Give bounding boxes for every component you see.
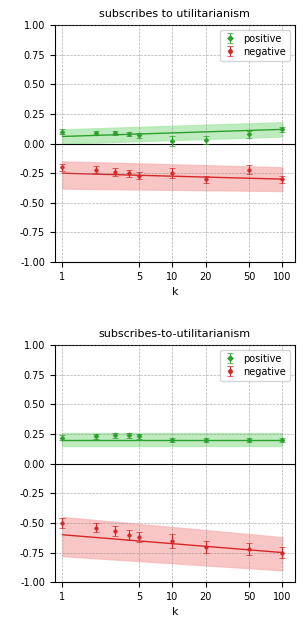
Legend: positive, negative: positive, negative [220,350,290,381]
Title: subscribes to utilitarianism: subscribes to utilitarianism [99,9,250,19]
X-axis label: k: k [171,607,178,617]
Legend: positive, negative: positive, negative [220,30,290,61]
X-axis label: k: k [171,287,178,297]
Title: subscribes-to-utilitarianism: subscribes-to-utilitarianism [99,329,251,339]
